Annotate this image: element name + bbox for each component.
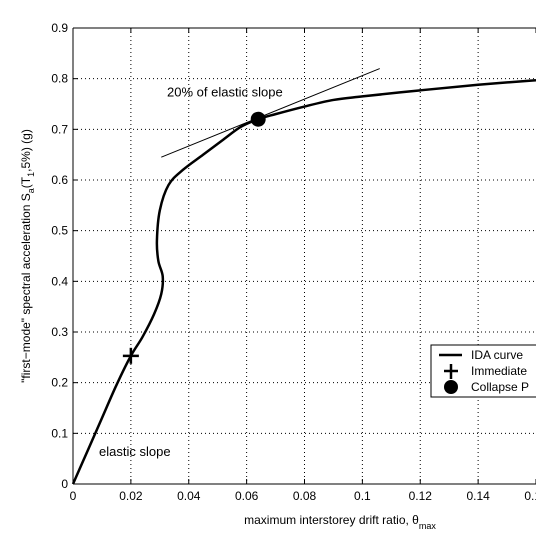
x-tick-label: 0 — [70, 489, 77, 503]
annotation-elastic-slope-20pct: 20% of elastic slope — [167, 84, 283, 99]
legend-label-immediate: Immediate — [471, 364, 527, 378]
x-tick-label: 0.04 — [177, 489, 201, 503]
x-tick-label: 0.12 — [409, 489, 433, 503]
x-axis-label: maximum interstorey drift ratio, θmax — [244, 513, 436, 531]
y-tick-label: 0.3 — [51, 325, 68, 339]
y-tick-label: 0 — [61, 477, 68, 491]
x-tick-label: 0.1 — [354, 489, 371, 503]
y-tick-label: 0.7 — [51, 122, 68, 136]
y-tick-label: 0.9 — [51, 21, 68, 35]
y-axis-label: "first−mode" spectral acceleration Sa(T1… — [19, 129, 36, 383]
legend-label-collapse: Collapse P — [471, 380, 529, 394]
legend-circle-icon — [444, 380, 458, 394]
y-tick-label: 0.8 — [51, 72, 68, 86]
legend-plus-icon — [444, 364, 458, 379]
y-tick-label: 0.1 — [51, 426, 68, 440]
immediate-occupancy-marker — [122, 347, 139, 364]
legend: IDA curve Immediate Collapse P — [430, 344, 536, 398]
legend-label-ida: IDA curve — [471, 348, 523, 362]
y-tick-label: 0.6 — [51, 173, 68, 187]
series-layer — [71, 68, 536, 485]
collapse-prevention-marker — [250, 111, 266, 127]
x-tick-label: 0.16 — [524, 489, 536, 503]
x-tick-label: 0.14 — [466, 489, 490, 503]
y-tick-label: 0.4 — [51, 274, 68, 288]
y-tick-label: 0.2 — [51, 376, 68, 390]
x-tick-label: 0.08 — [293, 489, 317, 503]
y-tick-label: 0.5 — [51, 224, 68, 238]
annotation-elastic-slope: elastic slope — [99, 444, 171, 459]
grid-lines — [73, 28, 536, 484]
x-tick-label: 0.06 — [235, 489, 259, 503]
x-tick-label: 0.02 — [119, 489, 143, 503]
annotation-layer: 20% of elastic slope elastic slope — [99, 84, 283, 459]
axes-frame — [72, 27, 536, 485]
tangent-line — [161, 68, 380, 158]
axis-ticks: 0 0.02 0.04 0.06 0.08 0.1 0.12 0.14 0.16 0 0.1 0.2 0… — [51, 21, 536, 503]
